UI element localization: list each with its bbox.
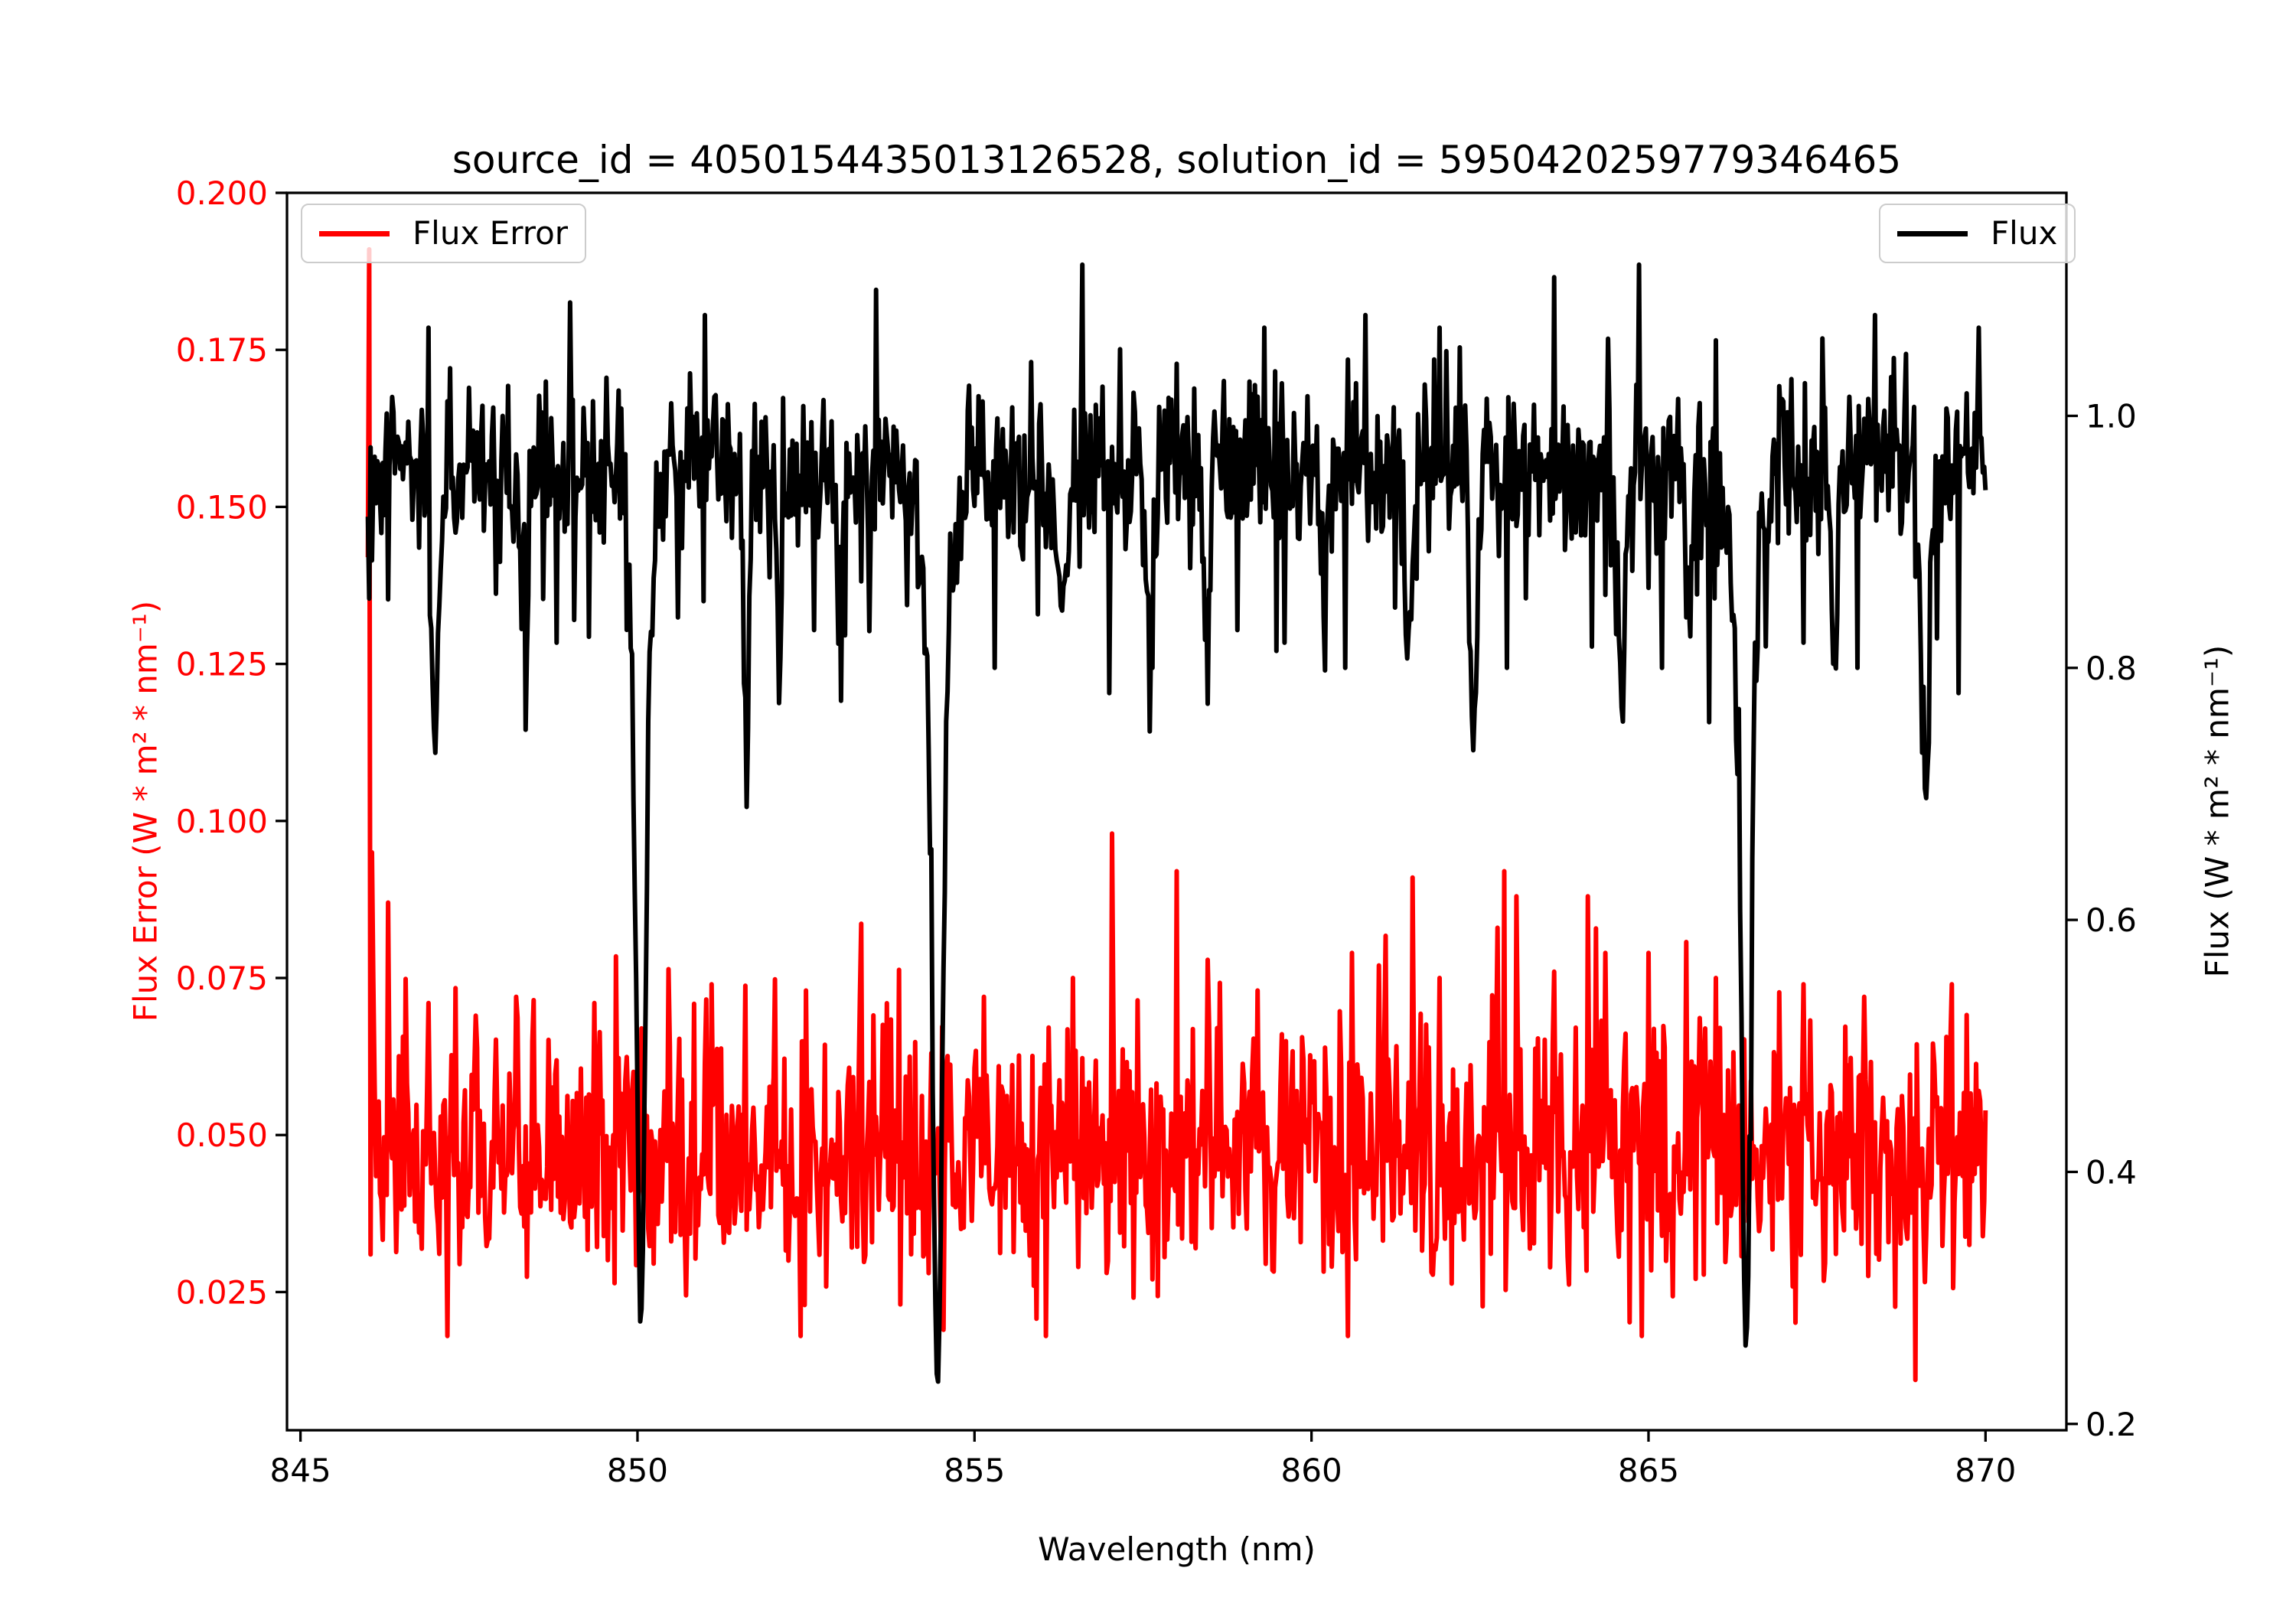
legend-flux-label: Flux	[1991, 214, 2058, 252]
svg-text:0.200: 0.200	[176, 174, 268, 212]
x-axis-label: Wavelength (nm)	[1038, 1530, 1316, 1568]
svg-text:0.2: 0.2	[2086, 1406, 2137, 1443]
svg-text:0.4: 0.4	[2086, 1153, 2137, 1191]
svg-text:845: 845	[270, 1452, 331, 1489]
y-axis-label-left: Flux Error (W * m² * nm⁻¹)	[126, 600, 165, 1022]
svg-text:1.0: 1.0	[2086, 397, 2137, 435]
svg-text:0.025: 0.025	[176, 1273, 268, 1311]
svg-text:0.8: 0.8	[2086, 650, 2137, 687]
svg-text:850: 850	[607, 1452, 668, 1489]
legend-flux-error: Flux Error	[301, 204, 587, 263]
svg-text:0.075: 0.075	[176, 960, 268, 997]
svg-text:860: 860	[1281, 1452, 1342, 1489]
flux-line-swatch	[1897, 230, 1968, 236]
svg-text:0.175: 0.175	[176, 331, 268, 369]
svg-text:0.6: 0.6	[2086, 901, 2137, 939]
svg-text:0.150: 0.150	[176, 488, 268, 526]
svg-text:870: 870	[1955, 1452, 2016, 1489]
legend-flux: Flux	[1879, 204, 2076, 263]
flux-error-line-swatch	[319, 230, 390, 236]
legend-flux-error-label: Flux Error	[413, 214, 569, 252]
svg-text:0.100: 0.100	[176, 803, 268, 840]
svg-text:0.050: 0.050	[176, 1116, 268, 1154]
svg-text:855: 855	[944, 1452, 1005, 1489]
chart-title: source_id = 4050154435013126528, solutio…	[452, 138, 1902, 182]
svg-text:865: 865	[1618, 1452, 1679, 1489]
y-axis-label-right: Flux (W * m² * nm⁻¹)	[2198, 644, 2236, 978]
svg-text:0.125: 0.125	[176, 646, 268, 683]
